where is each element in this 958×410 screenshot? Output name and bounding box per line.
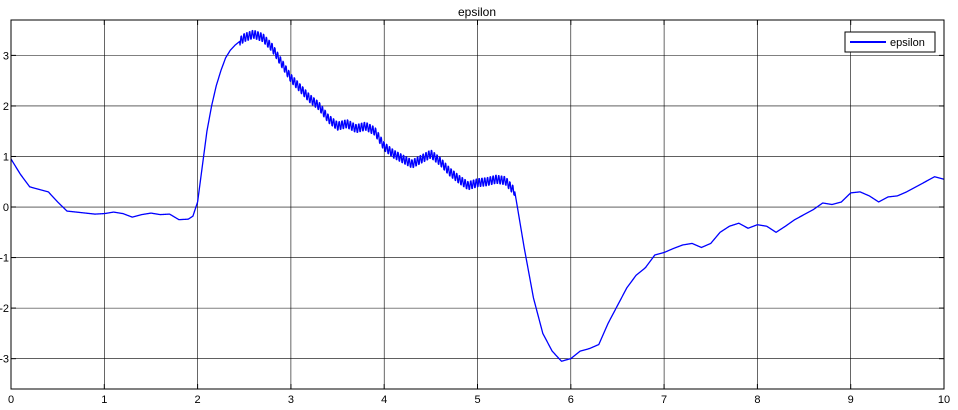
x-tick-label: 1	[101, 394, 107, 406]
series-layer	[10, 29, 945, 362]
legend-label-epsilon: epsilon	[890, 37, 925, 49]
x-tick-label: 10	[938, 394, 950, 406]
x-tick-label: 8	[754, 394, 760, 406]
x-tick-label: 6	[568, 394, 574, 406]
y-tick-label: -2	[0, 303, 9, 315]
y-tick-label: -1	[0, 253, 9, 265]
x-tick-label: 0	[8, 394, 14, 406]
x-tick-label: 5	[474, 394, 480, 406]
y-tick-label: -3	[0, 354, 9, 366]
y-tick-label: 3	[3, 50, 9, 62]
y-tick-label: 2	[3, 101, 9, 113]
grid-lines	[10, 20, 945, 389]
y-tick-label: 0	[3, 202, 9, 214]
x-tick-label: 3	[288, 394, 294, 406]
chart-title: epsilon	[458, 5, 496, 19]
x-tick-label: 9	[848, 394, 854, 406]
x-tick-label: 4	[381, 394, 387, 406]
legend-box	[844, 31, 936, 53]
x-tick-label: 2	[195, 394, 201, 406]
series-line-epsilon	[10, 29, 945, 362]
x-tick-label: 7	[661, 394, 667, 406]
plot-frame	[10, 19, 945, 390]
legend: epsilon	[844, 31, 936, 53]
y-tick-label: 1	[3, 151, 9, 163]
